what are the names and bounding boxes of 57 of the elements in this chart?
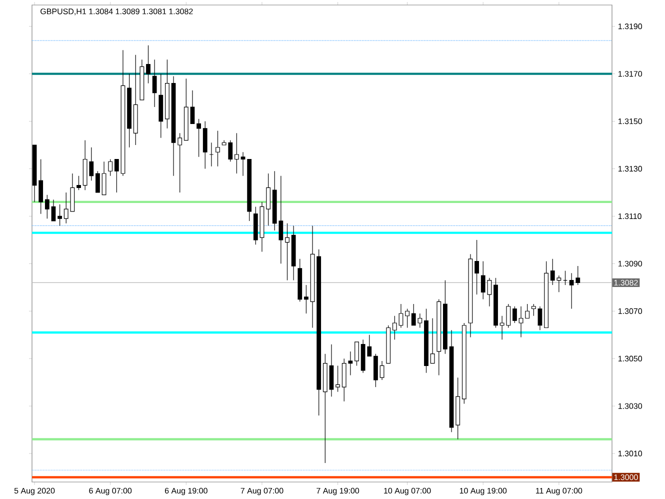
candlestick [405,308,410,328]
x-tick-label: 6 Aug 07:00 [89,488,132,496]
candlestick [38,158,44,214]
y-tick-label: 1.3050 [618,356,642,362]
candlestick [304,284,308,314]
candlestick [196,118,201,158]
candlestick [76,176,81,190]
candlestick [538,306,542,330]
candlestick [285,223,290,281]
ref-line-label: 1.3000 [614,474,638,480]
candlestick [380,360,384,380]
candlestick [336,365,340,392]
candlestick [518,306,524,338]
candlestick [102,161,106,196]
candlestick [240,152,246,176]
candlestick [512,306,517,324]
candlestick [108,158,113,176]
candlestick [58,204,62,226]
y-tick-label: 1.3090 [618,260,642,266]
candlestick [398,304,404,328]
candlestick [152,59,157,108]
candlestick [531,304,536,316]
candlestick [96,170,100,193]
candlestick [474,240,479,295]
candlestick [146,45,150,84]
candlestick [329,344,334,397]
candlestick [44,194,50,219]
candlestick [430,318,435,364]
candlestick [374,354,378,388]
y-tick-label: 1.3070 [618,308,642,314]
candlestick [266,173,270,226]
candlestick [190,90,195,124]
candlestick [525,304,530,319]
y-tick-label: 1.3150 [618,118,642,124]
y-tick-label: 1.3170 [618,70,642,77]
y-tick-label: 1.3030 [618,403,642,409]
y-tick-label: 1.3190 [618,24,642,30]
x-tick-label: 10 Aug 07:00 [384,488,431,496]
candlestick [216,130,220,167]
candlestick [354,342,359,366]
x-tick-label: 11 Aug 07:00 [536,488,582,496]
candlestick [178,132,182,193]
candlestick [202,120,208,170]
chart-title: GBPUSD,H1 1.3084 1.3089 1.3081 1.3082 [40,8,193,16]
x-tick-label: 10 Aug 19:00 [460,488,507,496]
y-tick-label: 1.3010 [618,450,642,456]
x-tick-label: 6 Aug 19:00 [164,488,208,496]
candlestick [234,132,239,174]
y-tick-label: 1.3110 [618,213,642,220]
ref-line-label: 1.3082 [614,280,638,286]
candlestick [114,158,119,193]
candlestick [392,316,397,340]
candlestick [51,199,56,222]
x-tick-label: 5 Aug 2020 [14,488,55,496]
y-tick-label: 1.3130 [618,166,642,172]
x-tick-label: 7 Aug 19:00 [316,488,360,496]
x-tick-label: 7 Aug 07:00 [240,488,284,496]
